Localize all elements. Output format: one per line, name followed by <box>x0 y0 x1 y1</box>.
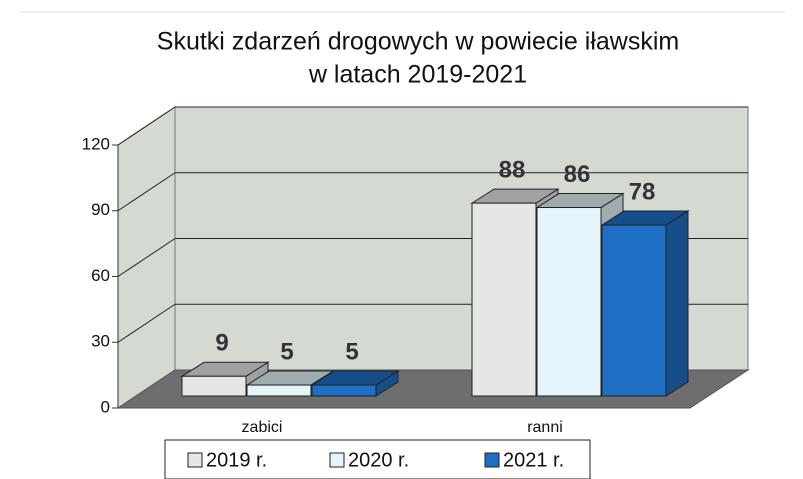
grid-line <box>117 303 176 343</box>
grid-line <box>117 106 176 146</box>
legend-label: 2021 r. <box>503 449 564 471</box>
bar-side <box>665 210 689 397</box>
bar <box>601 224 667 397</box>
value-label: 5 <box>280 338 293 365</box>
y-tick-label: 0 <box>101 397 110 416</box>
legend-label: 2019 r. <box>206 449 267 471</box>
legend-swatch <box>484 452 500 468</box>
bar <box>311 384 377 397</box>
value-label: 5 <box>345 338 358 365</box>
legend-label: 2020 r. <box>348 449 409 471</box>
y-tick-label: 90 <box>91 200 110 219</box>
bar <box>471 202 537 397</box>
legend-swatch <box>187 452 203 468</box>
y-tick-label: 120 <box>82 134 110 153</box>
bar <box>246 384 312 397</box>
value-label: 78 <box>629 178 656 205</box>
value-label: 86 <box>564 161 591 188</box>
grid-line <box>117 238 176 277</box>
bar <box>536 207 602 397</box>
y-tick-label: 60 <box>91 266 110 285</box>
x-tick-label: ranni <box>527 419 563 436</box>
value-label: 88 <box>499 156 526 183</box>
legend-swatch <box>329 452 345 468</box>
value-label: 9 <box>215 330 228 357</box>
x-tick-label: zabici <box>242 419 283 436</box>
y-tick-label: 30 <box>91 332 110 351</box>
legend <box>164 439 591 479</box>
chart-title: Skutki zdarzeń drogowych w powiecie iław… <box>157 28 679 56</box>
bar <box>181 375 247 397</box>
chart-subtitle: w latach 2019-2021 <box>308 61 527 89</box>
grid-line <box>117 172 176 212</box>
